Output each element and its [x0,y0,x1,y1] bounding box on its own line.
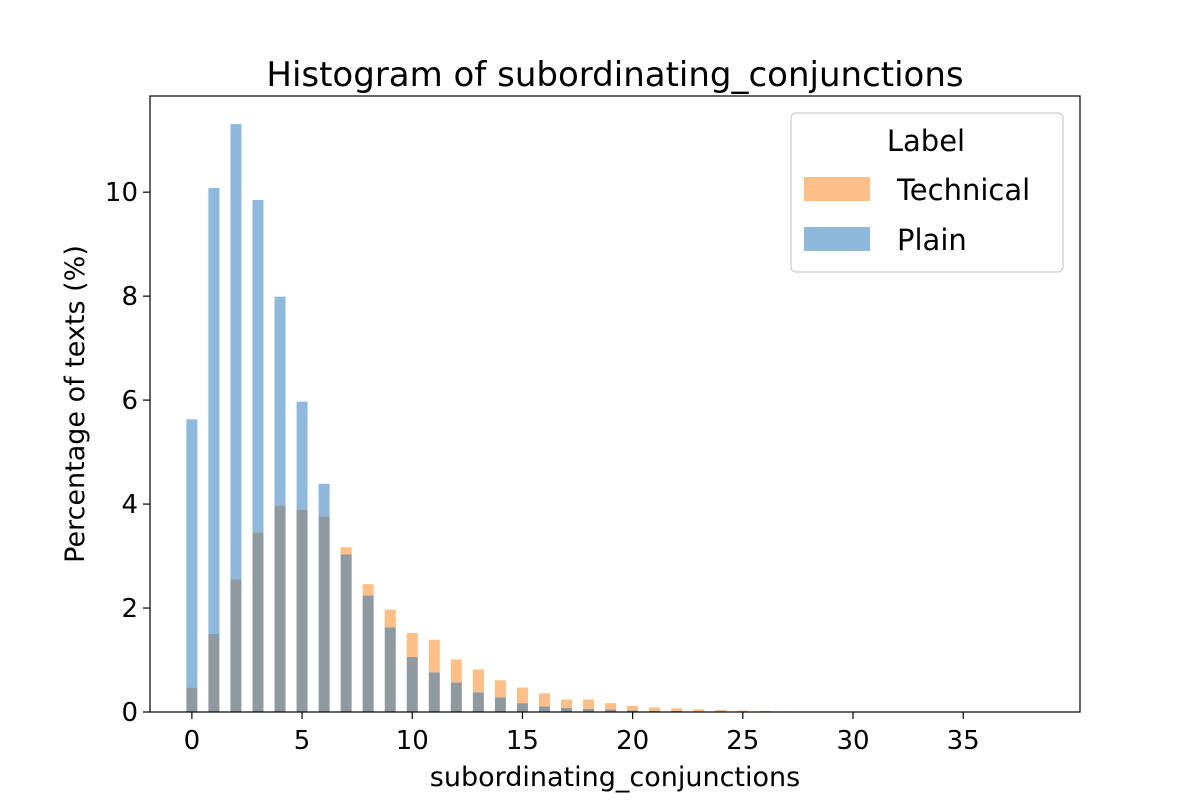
bar-overlap-1 [208,634,220,712]
legend-label-technical: Technical [896,173,1030,207]
plot-area-frame [149,95,1081,713]
bar-overlap-12 [450,682,462,712]
bar-overlap-2 [230,579,242,712]
bar-technical-20 [627,705,639,711]
chart-title: Histogram of subordinating_conjunctions [266,55,963,95]
x-tick-label-20: 20 [616,726,649,756]
bar-technical-13 [472,669,484,693]
bar-overlap-6 [318,516,330,712]
bar-technical-14 [494,680,506,698]
bar-overlap-9 [384,627,396,712]
bar-overlap-3 [252,532,264,712]
bar-overlap-16 [538,706,550,712]
y-axis-title: Percentage of texts (%) [60,245,91,563]
y-axis: 0 2 4 6 8 10 [105,178,150,728]
legend: Label Technical Plain [790,112,1064,273]
bar-technical-18 [583,699,595,709]
bar-plain-0 [186,419,198,688]
bar-technical-22 [671,708,683,711]
x-tick-label-10: 10 [396,726,429,756]
bar-overlap-18 [583,708,595,712]
x-tick-label-30: 30 [836,726,869,756]
bar-overlap-19 [605,709,617,712]
bar-technical-12 [450,659,462,683]
bar-plain-3 [252,199,264,533]
bar-overlap-17 [561,707,573,712]
bars-group [186,124,1035,712]
bar-technical-23 [693,709,705,712]
legend-swatch-technical [804,177,870,201]
y-tick-label-10: 10 [105,178,138,208]
bar-technical-8 [362,584,374,596]
bar-plain-1 [208,188,220,635]
bar-overlap-4 [274,505,286,712]
bar-technical-26 [759,710,771,712]
x-axis: 0 5 10 15 20 25 30 35 [184,712,980,756]
bar-plain-2 [230,124,242,580]
bar-overlap-14 [494,697,506,712]
bar-technical-10 [406,632,418,657]
bar-technical-16 [538,693,550,707]
bar-overlap-20 [627,710,639,712]
bar-technical-17 [561,699,573,708]
legend-title: Label [887,124,965,158]
bar-overlap-7 [340,554,352,712]
bar-overlap-5 [296,509,308,712]
x-tick-label-5: 5 [294,726,311,756]
bar-technical-19 [605,703,617,710]
legend-label-plain: Plain [897,223,967,257]
y-tick-label-8: 8 [121,282,138,312]
bar-technical-24 [715,709,727,712]
bar-technical-25 [737,710,749,712]
y-tick-label-4: 4 [121,490,138,520]
legend-swatch-plain [804,227,870,251]
bar-overlap-0 [186,687,198,712]
x-axis-title: subordinating_conjunctions [430,762,800,793]
y-tick-label-0: 0 [121,698,138,728]
bar-plain-5 [296,401,308,510]
y-tick-label-2: 2 [121,594,138,624]
x-tick-label-25: 25 [726,726,759,756]
x-tick-label-35: 35 [947,726,980,756]
x-tick-label-15: 15 [506,726,539,756]
bar-technical-11 [428,639,440,673]
x-tick-label-0: 0 [184,726,201,756]
bar-technical-9 [384,609,396,628]
y-tick-label-6: 6 [121,386,138,416]
bar-overlap-10 [406,656,418,712]
bar-overlap-15 [516,703,528,712]
bar-technical-15 [516,687,528,704]
bar-overlap-13 [472,692,484,712]
bar-overlap-11 [428,672,440,712]
bar-technical-7 [340,547,352,555]
bar-plain-4 [274,296,286,506]
bar-overlap-8 [362,595,374,712]
bar-plain-6 [318,483,330,517]
bar-technical-21 [649,707,661,711]
